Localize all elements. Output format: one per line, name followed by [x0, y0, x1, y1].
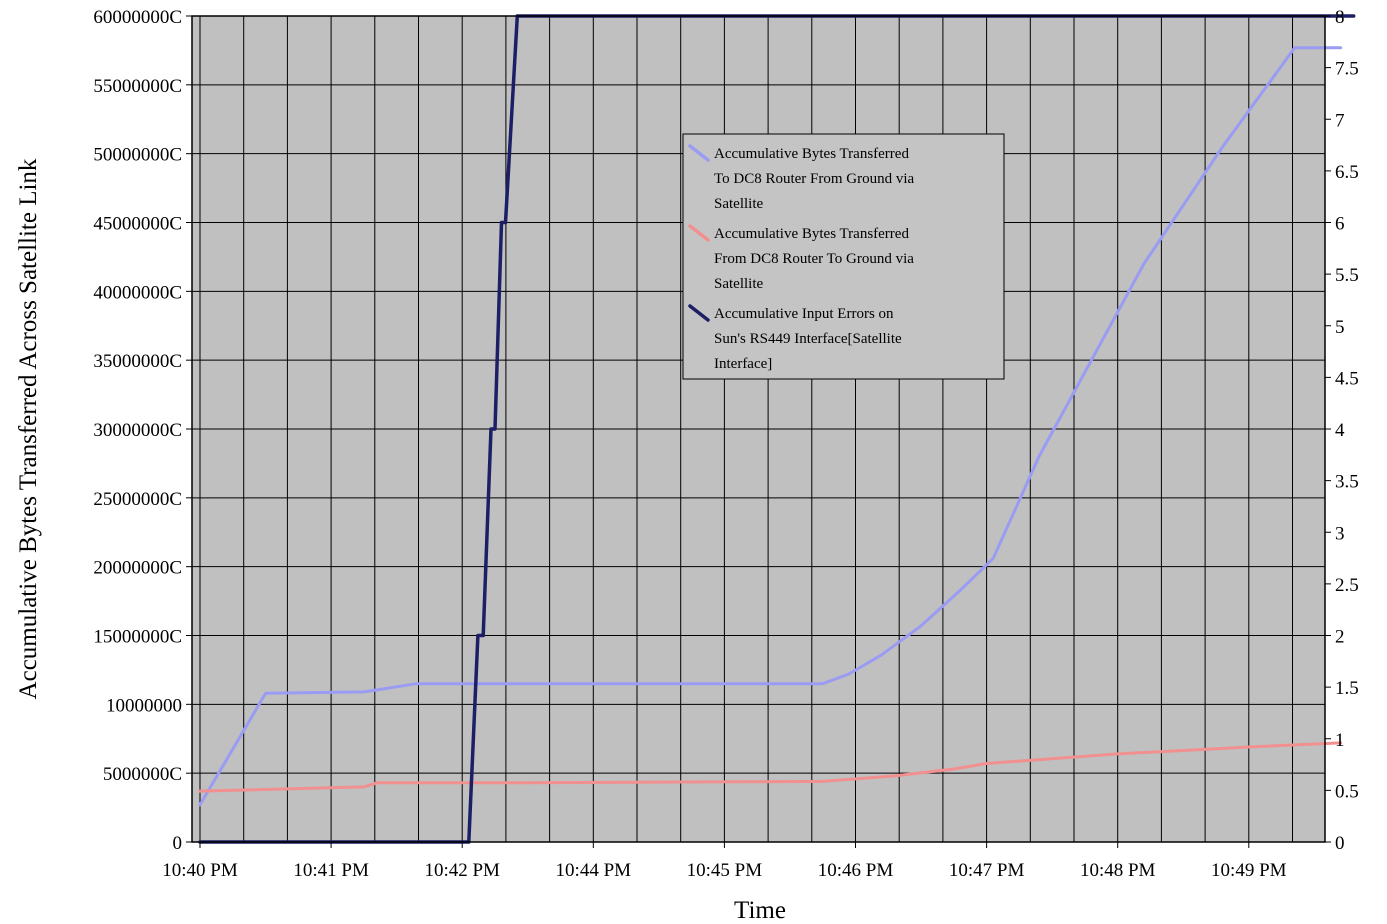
- legend-label: Accumulative Bytes Transferred: [714, 226, 909, 242]
- left-tick-label: 40000000C: [93, 282, 182, 303]
- left-tick-label: 50000000C: [93, 145, 182, 166]
- legend-label: To DC8 Router From Ground via: [714, 171, 915, 187]
- left-tick-label: 20000000C: [93, 558, 182, 579]
- right-tick-label: 1.5: [1335, 678, 1359, 699]
- legend-swatch-3: [688, 304, 710, 322]
- legend-label: Satellite: [714, 276, 763, 292]
- right-tick-label: 3: [1335, 523, 1345, 544]
- x-tick-label: 10:40 PM: [162, 860, 238, 881]
- left-tick-label: 5000000C: [103, 764, 182, 785]
- x-tick-label: 10:49 PM: [1211, 860, 1287, 881]
- right-tick-label: 4: [1335, 420, 1345, 441]
- legend-label: From DC8 Router To Ground via: [714, 251, 914, 267]
- right-tick-label: 3.5: [1335, 472, 1359, 493]
- right-tick-label: 2.5: [1335, 575, 1359, 596]
- left-tick-label: 35000000C: [93, 351, 182, 372]
- left-tick-label: 45000000C: [93, 214, 182, 235]
- legend-swatch-2: [688, 224, 710, 242]
- right-tick-label: 6: [1335, 214, 1345, 235]
- left-tick-label: 60000000C: [93, 7, 182, 28]
- right-tick-label: 0: [1335, 833, 1345, 854]
- x-tick-label: 10:48 PM: [1080, 860, 1156, 881]
- x-tick-label: 10:45 PM: [687, 860, 763, 881]
- left-tick-label: 55000000C: [93, 76, 182, 97]
- legend-label: Sun's RS449 Interface[Satellite: [714, 331, 902, 347]
- right-tick-label: 0.5: [1335, 781, 1359, 802]
- right-tick-label: 4.5: [1335, 368, 1359, 389]
- legend-label: Satellite: [714, 196, 763, 212]
- x-tick-label: 10:41 PM: [293, 860, 369, 881]
- x-tick-label: 10:47 PM: [949, 860, 1025, 881]
- right-tick-label: 7: [1335, 110, 1345, 131]
- series-layer: [198, 14, 1356, 844]
- series-line-2: [198, 741, 1343, 793]
- x-tick-label: 10:42 PM: [424, 860, 500, 881]
- left-axis-ticks: 0 5000000C 10000000 15000000C 20000000C 25000…: [93, 7, 192, 854]
- series-line-1: [198, 46, 1343, 807]
- right-tick-label: 7.5: [1335, 59, 1359, 80]
- right-tick-label: 5.5: [1335, 265, 1359, 286]
- legend-label: Accumulative Input Errors on: [714, 306, 894, 322]
- right-tick-label: 2: [1335, 627, 1345, 648]
- legend-label: Accumulative Bytes Transferred: [714, 146, 909, 162]
- gridlines: [192, 15, 1325, 843]
- right-tick-label: 6.5: [1335, 162, 1359, 183]
- y-axis-title: Accumulative Bytes Transferred Across Sa…: [15, 158, 42, 699]
- left-tick-label: 25000000C: [93, 489, 182, 510]
- left-tick-label: 30000000C: [93, 420, 182, 441]
- x-tick-label: 10:46 PM: [818, 860, 894, 881]
- right-tick-label: 8: [1335, 7, 1345, 28]
- x-tick-label: 10:44 PM: [556, 860, 632, 881]
- x-axis-title: Time: [734, 897, 786, 924]
- x-axis-ticks: 10:40 PM 10:41 PM 10:42 PM 10:44 PM 10:45 PM…: [162, 842, 1287, 881]
- right-axis-ticks: 0 0.5 1 1.5 2 2.5 3 3.5 4 4.5 5 5.5 6 6.5 7 7.5 8: [1325, 7, 1359, 854]
- left-tick-label: 15000000C: [93, 627, 182, 648]
- right-tick-label: 5: [1335, 317, 1345, 338]
- legend-box: [682, 133, 1005, 380]
- legend-swatch-1: [688, 144, 710, 162]
- right-tick-label: 1: [1335, 730, 1345, 751]
- left-tick-label: 10000000: [106, 695, 182, 716]
- left-tick-label: 0: [173, 833, 183, 854]
- series-line-3: [198, 14, 1356, 844]
- legend-label: Interface]: [714, 356, 772, 372]
- legend: Accumulative Bytes Transferred To DC8 Rou…: [682, 133, 1005, 380]
